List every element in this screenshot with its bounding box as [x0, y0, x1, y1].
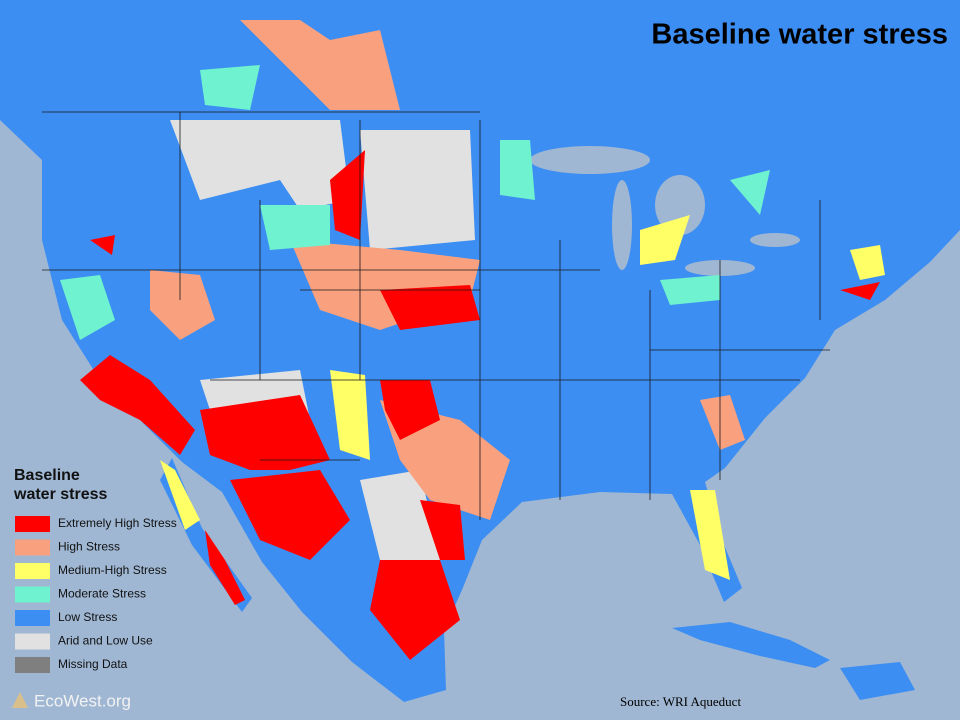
stress-zone [80, 355, 195, 455]
stress-zone [840, 282, 880, 300]
stress-zone [240, 20, 400, 110]
map-title: Baseline water stress [651, 19, 948, 51]
legend-label: Extremely High Stress [58, 516, 177, 530]
state-borders [42, 111, 830, 520]
cuba [672, 622, 830, 668]
legend-title: water stress [13, 486, 107, 503]
stress-zone [230, 470, 350, 560]
legend-title: Baseline [14, 467, 80, 484]
legend: Extremely High Stress High Stress Medium-H… [15, 516, 177, 673]
lake-ontario [750, 233, 800, 247]
stress-zone [370, 560, 460, 660]
stress-zone [150, 270, 215, 340]
legend-label: Arid and Low Use [58, 634, 153, 648]
stress-zone [850, 245, 885, 280]
lake-superior [530, 146, 650, 174]
stress-zone [420, 500, 465, 560]
stress-zone [730, 170, 770, 215]
logo-icon [12, 692, 28, 708]
legend-swatch [15, 657, 50, 673]
legend-label: Medium-High Stress [58, 563, 167, 577]
stress-zone [205, 530, 245, 605]
lake-michigan [612, 180, 632, 270]
source-note: Source: WRI Aqueduct [620, 694, 741, 709]
stress-zone [700, 395, 745, 450]
stress-zone [380, 380, 440, 440]
stress-zone [200, 395, 330, 470]
stress-zone [660, 275, 720, 305]
legend-label: Low Stress [58, 610, 117, 624]
logo-text: EcoWest.org [34, 691, 131, 710]
stress-zone [360, 130, 475, 250]
legend-swatch [15, 633, 50, 650]
stress-zone [330, 150, 365, 240]
legend-label: Missing Data [58, 657, 128, 671]
stress-zone [360, 470, 440, 560]
stress-zone [500, 140, 535, 200]
stress-zone [260, 205, 330, 250]
logo: EcoWest.org [12, 691, 131, 710]
stress-zone [380, 285, 480, 330]
legend-swatch [15, 563, 50, 579]
legend-swatch [15, 610, 50, 626]
stress-zones [60, 20, 885, 660]
stress-zone [90, 235, 115, 255]
legend-swatch [15, 516, 50, 532]
legend-label: High Stress [58, 540, 120, 554]
legend-swatch [15, 539, 50, 556]
stress-zone [690, 490, 730, 580]
legend-label: Moderate Stress [58, 587, 146, 601]
stress-zone [160, 460, 200, 530]
legend-swatch [15, 586, 50, 603]
stress-zone [200, 65, 260, 110]
stress-zone [330, 370, 370, 460]
stress-zone [640, 215, 690, 265]
lake-huron [655, 175, 705, 235]
stress-zone [170, 120, 350, 210]
hispaniola [840, 662, 915, 700]
stress-zone [60, 275, 115, 340]
